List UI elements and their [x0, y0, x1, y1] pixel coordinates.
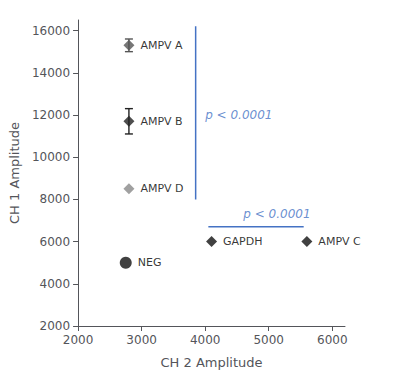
svg-text:3000: 3000 [126, 333, 157, 347]
svg-text:6000: 6000 [317, 333, 348, 347]
svg-text:10000: 10000 [32, 150, 70, 164]
svg-text:12000: 12000 [32, 108, 70, 122]
svg-text:6000: 6000 [40, 235, 71, 249]
svg-text:4000: 4000 [40, 277, 71, 291]
svg-text:AMPV C: AMPV C [318, 235, 361, 248]
svg-text:p < 0.0001: p < 0.0001 [204, 108, 272, 122]
svg-text:2000: 2000 [63, 333, 94, 347]
svg-text:AMPV A: AMPV A [140, 39, 183, 52]
svg-text:CH 2 Amplitude: CH 2 Amplitude [161, 355, 263, 370]
svg-text:AMPV B: AMPV B [140, 115, 182, 128]
svg-text:GAPDH: GAPDH [223, 235, 262, 248]
svg-text:5000: 5000 [253, 333, 284, 347]
svg-text:AMPV D: AMPV D [140, 182, 183, 195]
svg-text:14000: 14000 [32, 66, 70, 80]
svg-text:8000: 8000 [40, 192, 71, 206]
svg-text:p < 0.0001: p < 0.0001 [242, 207, 310, 221]
svg-text:NEG: NEG [138, 256, 162, 269]
svg-text:4000: 4000 [190, 333, 221, 347]
svg-text:16000: 16000 [32, 24, 70, 38]
svg-text:CH 1 Amplitude: CH 1 Amplitude [7, 122, 22, 224]
svg-text:2000: 2000 [40, 319, 71, 333]
